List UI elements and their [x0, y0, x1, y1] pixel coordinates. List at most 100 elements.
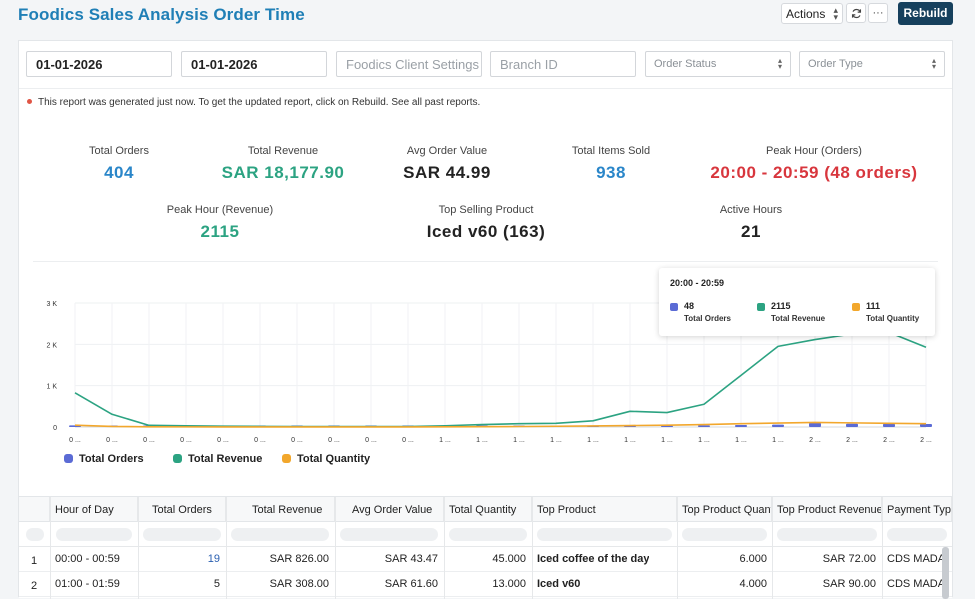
refresh-icon: [851, 8, 861, 19]
col-header-quantity[interactable]: Total Quantity: [444, 497, 532, 522]
cell-hour: 00:00 - 00:59: [55, 553, 120, 565]
kpi-top-selling-product: Top Selling Product Iced v60 (163): [386, 204, 586, 242]
legend-item-orders[interactable]: Total Orders: [64, 453, 144, 465]
filter-cell[interactable]: [340, 528, 438, 541]
vertical-scrollbar[interactable]: [942, 547, 949, 599]
legend-swatch: [670, 303, 678, 311]
filter-cell[interactable]: [887, 528, 947, 541]
filter-cell[interactable]: [143, 528, 221, 541]
divider: [33, 261, 938, 262]
cell-orders[interactable]: 5: [213, 578, 220, 590]
kpi-value: 20:00 - 20:59 (48 orders): [710, 163, 918, 182]
branch-id-input[interactable]: Branch ID: [490, 51, 636, 77]
kpi-label: Total Revenue: [247, 145, 319, 157]
cell-orders[interactable]: 19: [207, 553, 220, 565]
kpi-peak-hour-revenue: Peak Hour (Revenue) 2115: [120, 204, 320, 242]
table-row[interactable]: 2 01:00 - 01:59 5 SAR 308.00 SAR 61.60 1…: [19, 572, 952, 597]
kpi-total-orders: Total Orders 404: [19, 145, 219, 183]
cell-quantity: 13.000: [492, 578, 526, 590]
filter-cell[interactable]: [56, 528, 132, 541]
col-header-top-product[interactable]: Top Product: [532, 497, 677, 522]
col-header-top-product-quantity[interactable]: Top Product Quantity: [677, 497, 772, 522]
bar-total-orders: [920, 424, 932, 427]
more-button[interactable]: ···: [868, 3, 888, 23]
order-status-select[interactable]: Order Status ▴ ▾: [645, 51, 791, 77]
y-tick-label: 2 K: [46, 342, 57, 349]
x-tick-label: 1 ...: [550, 437, 562, 444]
cell-avg-order-value: SAR 43.47: [384, 553, 438, 565]
filter-cell[interactable]: [231, 528, 329, 541]
kpi-label: Total Items Sold: [571, 145, 651, 157]
legend-item-revenue[interactable]: Total Revenue: [173, 453, 262, 465]
x-tick-label: 0 ...: [106, 437, 118, 444]
notice-text: This report was generated just now. To g…: [38, 97, 481, 108]
divider: [19, 88, 952, 89]
row-number-header: [19, 497, 50, 522]
x-tick-label: 2 ...: [920, 437, 932, 444]
grid-line: [882, 497, 883, 599]
date-from-field[interactable]: 01-01-2026: [26, 51, 172, 77]
actions-dropdown[interactable]: Actions ▴ ▾: [781, 3, 843, 24]
cell-top-product-revenue: SAR 72.00: [822, 553, 876, 565]
order-type-select[interactable]: Order Type ▴ ▾: [799, 51, 945, 77]
kpi-label: Peak Hour (Orders): [766, 145, 862, 157]
tooltip-label: Total Orders: [684, 314, 731, 323]
x-tick-label: 0 ...: [180, 437, 192, 444]
hourly-chart: 0 1 K 2 K 3 K 0 ... 0 ... 0 ... 0 ... 0 ... 0 ...…: [46, 301, 932, 444]
row-number: 1: [30, 555, 38, 567]
x-tick-label: 0 ...: [69, 437, 81, 444]
col-header-orders[interactable]: Total Orders: [138, 497, 226, 522]
cell-revenue: SAR 308.00: [269, 578, 329, 590]
kpi-label: Top Selling Product: [438, 204, 534, 216]
x-tick-label: 2 ...: [883, 437, 895, 444]
x-tick-label: 2 ...: [809, 437, 821, 444]
filter-cell[interactable]: [26, 528, 44, 541]
cell-payment-type: CDS MADA: [887, 578, 942, 590]
cell-top-product: Iced v60: [537, 578, 581, 590]
filter-cell[interactable]: [449, 528, 527, 541]
x-tick-label: 1 ...: [624, 437, 636, 444]
legend-item-quantity[interactable]: Total Quantity: [282, 453, 370, 465]
x-tick-label: 0 ...: [254, 437, 266, 444]
kpi-value: Iced v60 (163): [426, 222, 546, 241]
kpi-label: Active Hours: [719, 204, 783, 216]
top-bar: Foodics Sales Analysis Order Time Action…: [0, 0, 975, 30]
cell-top-product-quantity: 6.000: [739, 553, 767, 565]
bar-total-orders: [735, 425, 747, 427]
kpi-value: 21: [741, 222, 761, 241]
tooltip-label: Total Revenue: [771, 314, 826, 323]
series-line-total-quantity: [74, 421, 927, 428]
col-header-revenue[interactable]: Total Revenue: [226, 497, 335, 522]
select-caret-icon: ▴ ▾: [931, 56, 936, 71]
col-header-hour[interactable]: Hour of Day: [50, 497, 138, 522]
table-row[interactable]: 1 00:00 - 00:59 19 SAR 826.00 SAR 43.47 …: [19, 547, 952, 572]
col-header-top-product-revenue[interactable]: Top Product Revenue: [772, 497, 882, 522]
y-tick-label: 1 K: [46, 384, 57, 391]
filter-cell[interactable]: [682, 528, 767, 541]
col-header-payment-type[interactable]: Payment Type: [882, 497, 952, 522]
legend-swatch: [757, 303, 765, 311]
refresh-button[interactable]: [846, 3, 866, 23]
grid-line: [532, 497, 533, 599]
filter-row: [19, 523, 952, 547]
grid-line: [335, 497, 336, 599]
kpi-value: 2115: [200, 222, 240, 241]
x-tick-label: 1 ...: [661, 437, 673, 444]
bar-total-orders: [883, 423, 895, 427]
bar-total-orders: [846, 423, 858, 427]
grid-line: [677, 497, 678, 599]
kpi-value: 938: [596, 163, 626, 182]
cell-top-product-revenue: SAR 90.00: [822, 578, 876, 590]
kpi-label: Avg Order Value: [406, 145, 488, 157]
rebuild-button[interactable]: Rebuild: [898, 2, 953, 25]
date-to-field[interactable]: 01-01-2026: [181, 51, 327, 77]
legend-swatch: [64, 454, 73, 463]
col-header-avg-order-value[interactable]: Avg Order Value: [335, 497, 444, 522]
x-tick-label: 1 ...: [476, 437, 488, 444]
client-settings-input[interactable]: Foodics Client Settings: [336, 51, 482, 77]
grid-line: [226, 497, 227, 599]
legend-swatch: [852, 303, 860, 311]
filter-cell[interactable]: [777, 528, 877, 541]
filter-cell[interactable]: [537, 528, 672, 541]
chart-tooltip: 20:00 - 20:59 48 Total Orders 2115 Total…: [659, 268, 935, 336]
